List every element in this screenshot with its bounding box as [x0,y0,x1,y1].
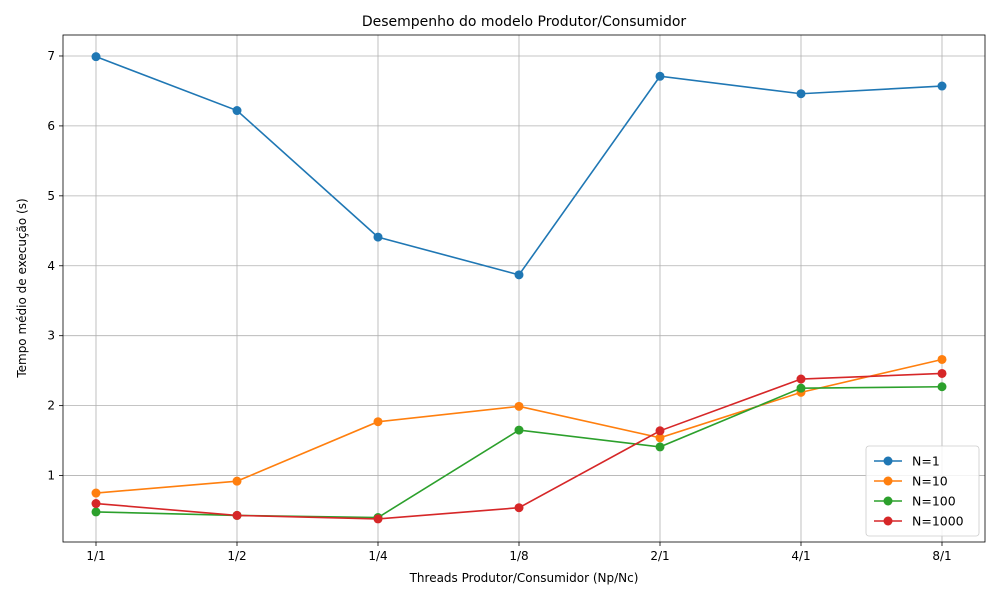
data-point [796,383,806,393]
series-n-1000 [91,368,947,524]
legend: N=1 N=10 N=100 N=1000 [865,445,980,537]
legend-swatch-marker [883,476,893,486]
data-point [514,270,524,280]
x-tick-label: 1/4 [368,549,387,563]
x-tick-label: 1/1 [86,549,105,563]
plot-frame [62,34,986,543]
y-axis-label: Tempo médio de execução (s) [15,198,29,378]
x-tick-label: 1/2 [227,549,246,563]
y-tick-label: 4 [47,259,55,273]
data-point [937,382,947,392]
data-point [937,368,947,378]
legend-swatch-marker [883,496,893,506]
data-point [655,433,665,443]
x-tick-label: 4/1 [791,549,810,563]
data-point [655,71,665,81]
data-point [796,89,806,99]
y-tick-label: 5 [47,189,55,203]
data-point [91,499,101,509]
data-point [514,503,524,513]
data-point [937,81,947,91]
x-axis-label: Threads Produtor/Consumidor (Np/Nc) [409,571,639,585]
legend-label: N=1000 [912,514,964,529]
data-point [655,442,665,452]
data-point [373,514,383,524]
data-point [232,106,242,116]
data-point [373,417,383,427]
series-layer [91,52,947,524]
series-n-1 [91,52,947,280]
y-tick-label: 2 [47,399,55,413]
data-point [91,488,101,498]
x-tick-label: 8/1 [932,549,951,563]
y-tick-label: 6 [47,119,55,133]
data-point [91,507,101,517]
legend-label: N=100 [912,494,956,509]
data-point [937,354,947,364]
legend-swatch-marker [883,516,893,526]
data-point [655,426,665,436]
data-point [514,425,524,435]
chart-title: Desempenho do modelo Produtor/Consumidor [362,14,687,30]
data-point [514,401,524,411]
legend-label: N=10 [912,474,948,489]
data-point [232,510,242,520]
legend-swatch-marker [883,456,893,466]
x-tick-label: 1/8 [509,549,528,563]
y-tick-label: 7 [47,49,55,63]
legend-label: N=1 [912,454,940,469]
x-tick-label: 2/1 [650,549,669,563]
data-point [373,232,383,242]
data-point [91,52,101,62]
y-tick-label: 1 [47,469,55,483]
y-tick-label: 3 [47,329,55,343]
legend-box [865,445,980,537]
grid [63,35,985,542]
data-point [232,476,242,486]
data-point [796,374,806,384]
ticks: 1/1 1/2 1/4 1/8 2/1 4/1 8/1 1 2 3 4 5 6 7 [47,49,951,563]
